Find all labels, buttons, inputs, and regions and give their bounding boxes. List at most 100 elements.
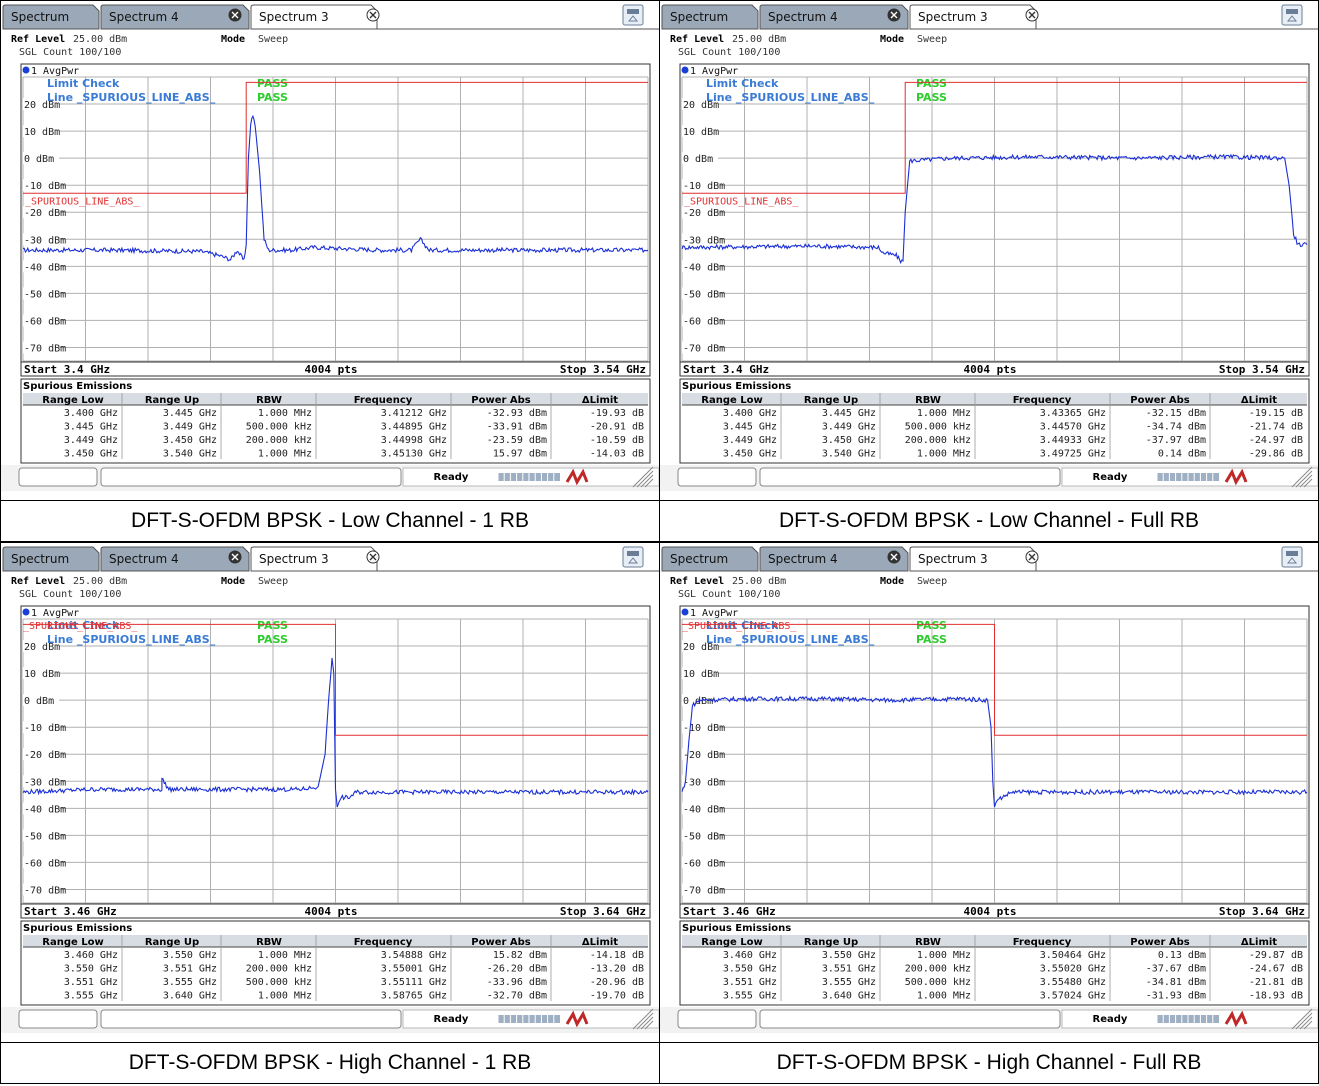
trace-label: 1 AvgPwr: [681, 66, 738, 77]
tab-spectrum-3[interactable]: Spectrum 3: [250, 4, 378, 30]
sweep-points: 4004 pts: [964, 905, 1017, 918]
resize-grip-icon[interactable]: [1291, 1008, 1313, 1030]
sweep-points: 4004 pts: [305, 363, 358, 376]
table-cell: 3.550 GHz: [822, 950, 876, 961]
resize-grip-icon[interactable]: [1291, 466, 1313, 488]
table-cell: 3.44895 GHz: [381, 422, 447, 433]
tab-spectrum[interactable]: Spectrum: [661, 546, 759, 572]
table-cell: 3.57024 GHz: [1040, 991, 1106, 1002]
table-cell: 3.555 GHz: [163, 977, 217, 988]
limit-line-label: Line _SPURIOUS_LINE_ABS_: [706, 91, 875, 104]
table-cell: 3.445 GHz: [723, 422, 777, 433]
tab-spectrum-label: Spectrum: [670, 552, 728, 566]
sweep-progress-indicator: [497, 473, 560, 481]
y-tick-label: -10 dBm: [683, 723, 725, 734]
trace-label: 1 AvgPwr: [681, 608, 738, 619]
panel-caption: DFT-S-OFDM BPSK - High Channel - 1 RB: [0, 1042, 660, 1084]
y-tick-label: -30 dBm: [683, 777, 725, 788]
panel-caption: DFT-S-OFDM BPSK - Low Channel - Full RB: [659, 500, 1319, 542]
y-tick-label: -40 dBm: [683, 804, 725, 815]
table-cell: 15.97 dBm: [493, 449, 547, 460]
tab-spectrum-4[interactable]: Spectrum 4: [759, 4, 909, 30]
y-tick-label: -30 dBm: [24, 235, 66, 246]
table-cell: -23.59 dBm: [487, 435, 547, 446]
table-cell: 500.000 kHz: [905, 422, 971, 433]
table-cell: -19.15 dB: [1249, 408, 1303, 419]
tab-spectrum-4-label: Spectrum 4: [109, 10, 179, 24]
y-tick-label: -50 dBm: [24, 831, 66, 842]
limit-line-name: _SPURIOUS_LINE_ABS_: [682, 621, 797, 632]
table-cell: 3.41212 GHz: [381, 408, 447, 419]
tab-spectrum-3-label: Spectrum 3: [918, 10, 988, 24]
trace-label-text: 1 AvgPwr: [690, 608, 738, 619]
tab-spectrum-3[interactable]: Spectrum 3: [909, 4, 1037, 30]
table-header-cell: Frequency: [1013, 395, 1072, 406]
table-cell: 1.000 MHz: [258, 408, 312, 419]
table-cell: 3.400 GHz: [64, 408, 118, 419]
start-frequency: Start 3.46 GHz: [683, 905, 776, 918]
y-tick-label: 0 dBm: [683, 154, 713, 165]
plot-grid: [681, 618, 1308, 904]
close-icon[interactable]: [228, 8, 242, 22]
y-tick-label: -60 dBm: [683, 316, 725, 327]
table-header-cell: ΔLimit: [582, 937, 618, 948]
tab-spectrum-3[interactable]: Spectrum 3: [250, 546, 378, 572]
table-cell: -34.74 dBm: [1146, 422, 1206, 433]
tab-spectrum-4[interactable]: Spectrum 4: [100, 4, 250, 30]
table-header-cell: RBW: [915, 395, 941, 406]
display-config-icon[interactable]: [622, 4, 644, 26]
close-icon[interactable]: [366, 8, 380, 22]
tab-spectrum[interactable]: Spectrum: [2, 546, 100, 572]
limit-line-result: PASS: [916, 633, 947, 646]
table-cell: 3.44998 GHz: [381, 435, 447, 446]
ref-level-value: 25.00 dBm: [73, 576, 127, 587]
y-tick-label: 20 dBm: [24, 100, 60, 111]
tab-spectrum-4[interactable]: Spectrum 4: [759, 546, 909, 572]
display-config-icon[interactable]: [1281, 546, 1303, 568]
table-header-cell: RBW: [915, 937, 941, 948]
limit-check-result: PASS: [916, 77, 947, 90]
close-icon[interactable]: [1025, 550, 1039, 564]
tab-spectrum-4[interactable]: Spectrum 4: [100, 546, 250, 572]
table-header-cell: Power Abs: [471, 937, 531, 948]
tab-spectrum[interactable]: Spectrum: [2, 4, 100, 30]
status-text: Ready: [1093, 1014, 1128, 1025]
table-cell: 200.000 kHz: [246, 435, 312, 446]
plot-grid: [22, 76, 649, 362]
table-header-cell: Frequency: [354, 395, 413, 406]
limit-line-name: _SPURIOUS_LINE_ABS_: [23, 621, 138, 632]
y-tick-label: -30 dBm: [24, 777, 66, 788]
y-tick-label: -20 dBm: [683, 208, 725, 219]
ref-level-label: Ref Level: [11, 34, 65, 45]
remote-logo-icon: [565, 468, 589, 486]
y-tick-label: -30 dBm: [683, 235, 725, 246]
table-title: Spurious Emissions: [682, 923, 791, 934]
tab-spectrum[interactable]: Spectrum: [661, 4, 759, 30]
sweep-progress-indicator: [497, 1015, 560, 1023]
display-config-icon[interactable]: [622, 546, 644, 568]
table-cell: -34.81 dBm: [1146, 977, 1206, 988]
close-icon[interactable]: [887, 8, 901, 22]
y-tick-label: -10 dBm: [24, 723, 66, 734]
limit-line-result: PASS: [916, 91, 947, 104]
y-tick-label: -70 dBm: [24, 885, 66, 896]
table-cell: 200.000 kHz: [905, 964, 971, 975]
table-cell: 200.000 kHz: [246, 964, 312, 975]
spectrum-trace: [681, 695, 1308, 808]
close-icon[interactable]: [1025, 8, 1039, 22]
resize-grip-icon[interactable]: [632, 466, 654, 488]
table-cell: 3.449 GHz: [64, 435, 118, 446]
close-icon[interactable]: [366, 550, 380, 564]
tab-spectrum-3[interactable]: Spectrum 3: [909, 546, 1037, 572]
resize-grip-icon[interactable]: [632, 1008, 654, 1030]
y-tick-label: 20 dBm: [24, 642, 60, 653]
close-icon[interactable]: [887, 550, 901, 564]
y-tick-label: -40 dBm: [683, 262, 725, 273]
limit-check-result: PASS: [257, 77, 288, 90]
table-cell: 3.58765 GHz: [381, 991, 447, 1002]
display-config-icon[interactable]: [1281, 4, 1303, 26]
close-icon[interactable]: [228, 550, 242, 564]
table-title: Spurious Emissions: [682, 381, 791, 392]
spectrum-analyzer-screen: Spectrum Spectrum 4 Spectrum 3 Ref Level 25.…: [1, 1, 659, 500]
plot-grid: [681, 76, 1308, 362]
